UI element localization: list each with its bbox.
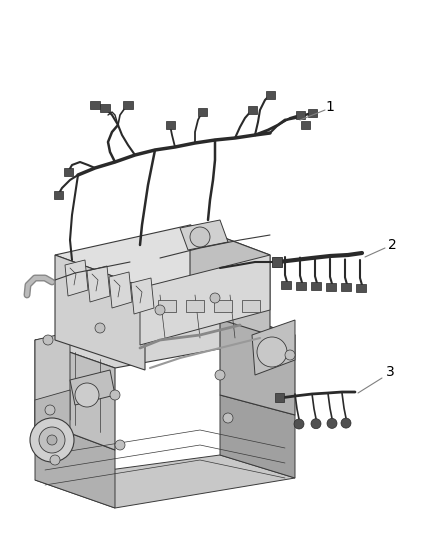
Circle shape (75, 383, 99, 407)
Text: 2: 2 (388, 238, 396, 252)
Bar (166, 121, 175, 129)
Circle shape (285, 350, 295, 360)
Circle shape (43, 335, 53, 345)
Polygon shape (109, 272, 132, 308)
Bar (326, 283, 336, 291)
Text: 1: 1 (325, 100, 335, 114)
Circle shape (47, 435, 57, 445)
Polygon shape (35, 340, 115, 450)
Polygon shape (35, 420, 115, 508)
Bar (308, 109, 317, 117)
Polygon shape (35, 455, 295, 508)
Circle shape (95, 323, 105, 333)
Polygon shape (35, 310, 295, 368)
Polygon shape (55, 255, 145, 370)
Circle shape (294, 419, 304, 429)
Circle shape (115, 440, 125, 450)
Circle shape (155, 305, 165, 315)
Circle shape (110, 390, 120, 400)
Bar (275, 393, 284, 402)
Bar (272, 257, 282, 267)
Bar (186, 300, 204, 312)
Circle shape (30, 418, 74, 462)
Bar (266, 91, 275, 99)
Bar (311, 282, 321, 290)
Bar (214, 300, 232, 312)
Polygon shape (87, 266, 110, 302)
Bar (301, 121, 310, 129)
Bar (281, 281, 291, 289)
Circle shape (311, 419, 321, 429)
Circle shape (210, 293, 220, 303)
Bar (296, 281, 306, 289)
Bar (341, 284, 351, 292)
Bar (356, 284, 366, 292)
Text: 3: 3 (385, 365, 394, 379)
Circle shape (190, 227, 210, 247)
Circle shape (39, 427, 65, 453)
Bar (242, 300, 260, 312)
Polygon shape (35, 390, 70, 450)
Polygon shape (190, 225, 270, 335)
Circle shape (327, 418, 337, 429)
Polygon shape (220, 310, 295, 415)
Polygon shape (140, 255, 270, 345)
Polygon shape (55, 225, 270, 288)
Polygon shape (131, 278, 154, 314)
Polygon shape (180, 220, 228, 250)
Circle shape (50, 455, 60, 465)
Circle shape (223, 413, 233, 423)
Bar (54, 191, 63, 199)
Circle shape (257, 337, 287, 367)
Bar (90, 101, 100, 109)
Circle shape (45, 405, 55, 415)
Bar (100, 104, 110, 112)
Bar (296, 111, 305, 119)
Bar (123, 101, 133, 109)
Bar (198, 108, 207, 116)
Polygon shape (70, 370, 115, 405)
Bar (248, 106, 257, 114)
Circle shape (215, 370, 225, 380)
Bar (64, 168, 73, 176)
Bar (158, 300, 176, 312)
Polygon shape (65, 260, 88, 296)
Circle shape (341, 418, 351, 428)
Polygon shape (220, 395, 295, 478)
Polygon shape (35, 332, 70, 430)
Polygon shape (252, 320, 295, 375)
